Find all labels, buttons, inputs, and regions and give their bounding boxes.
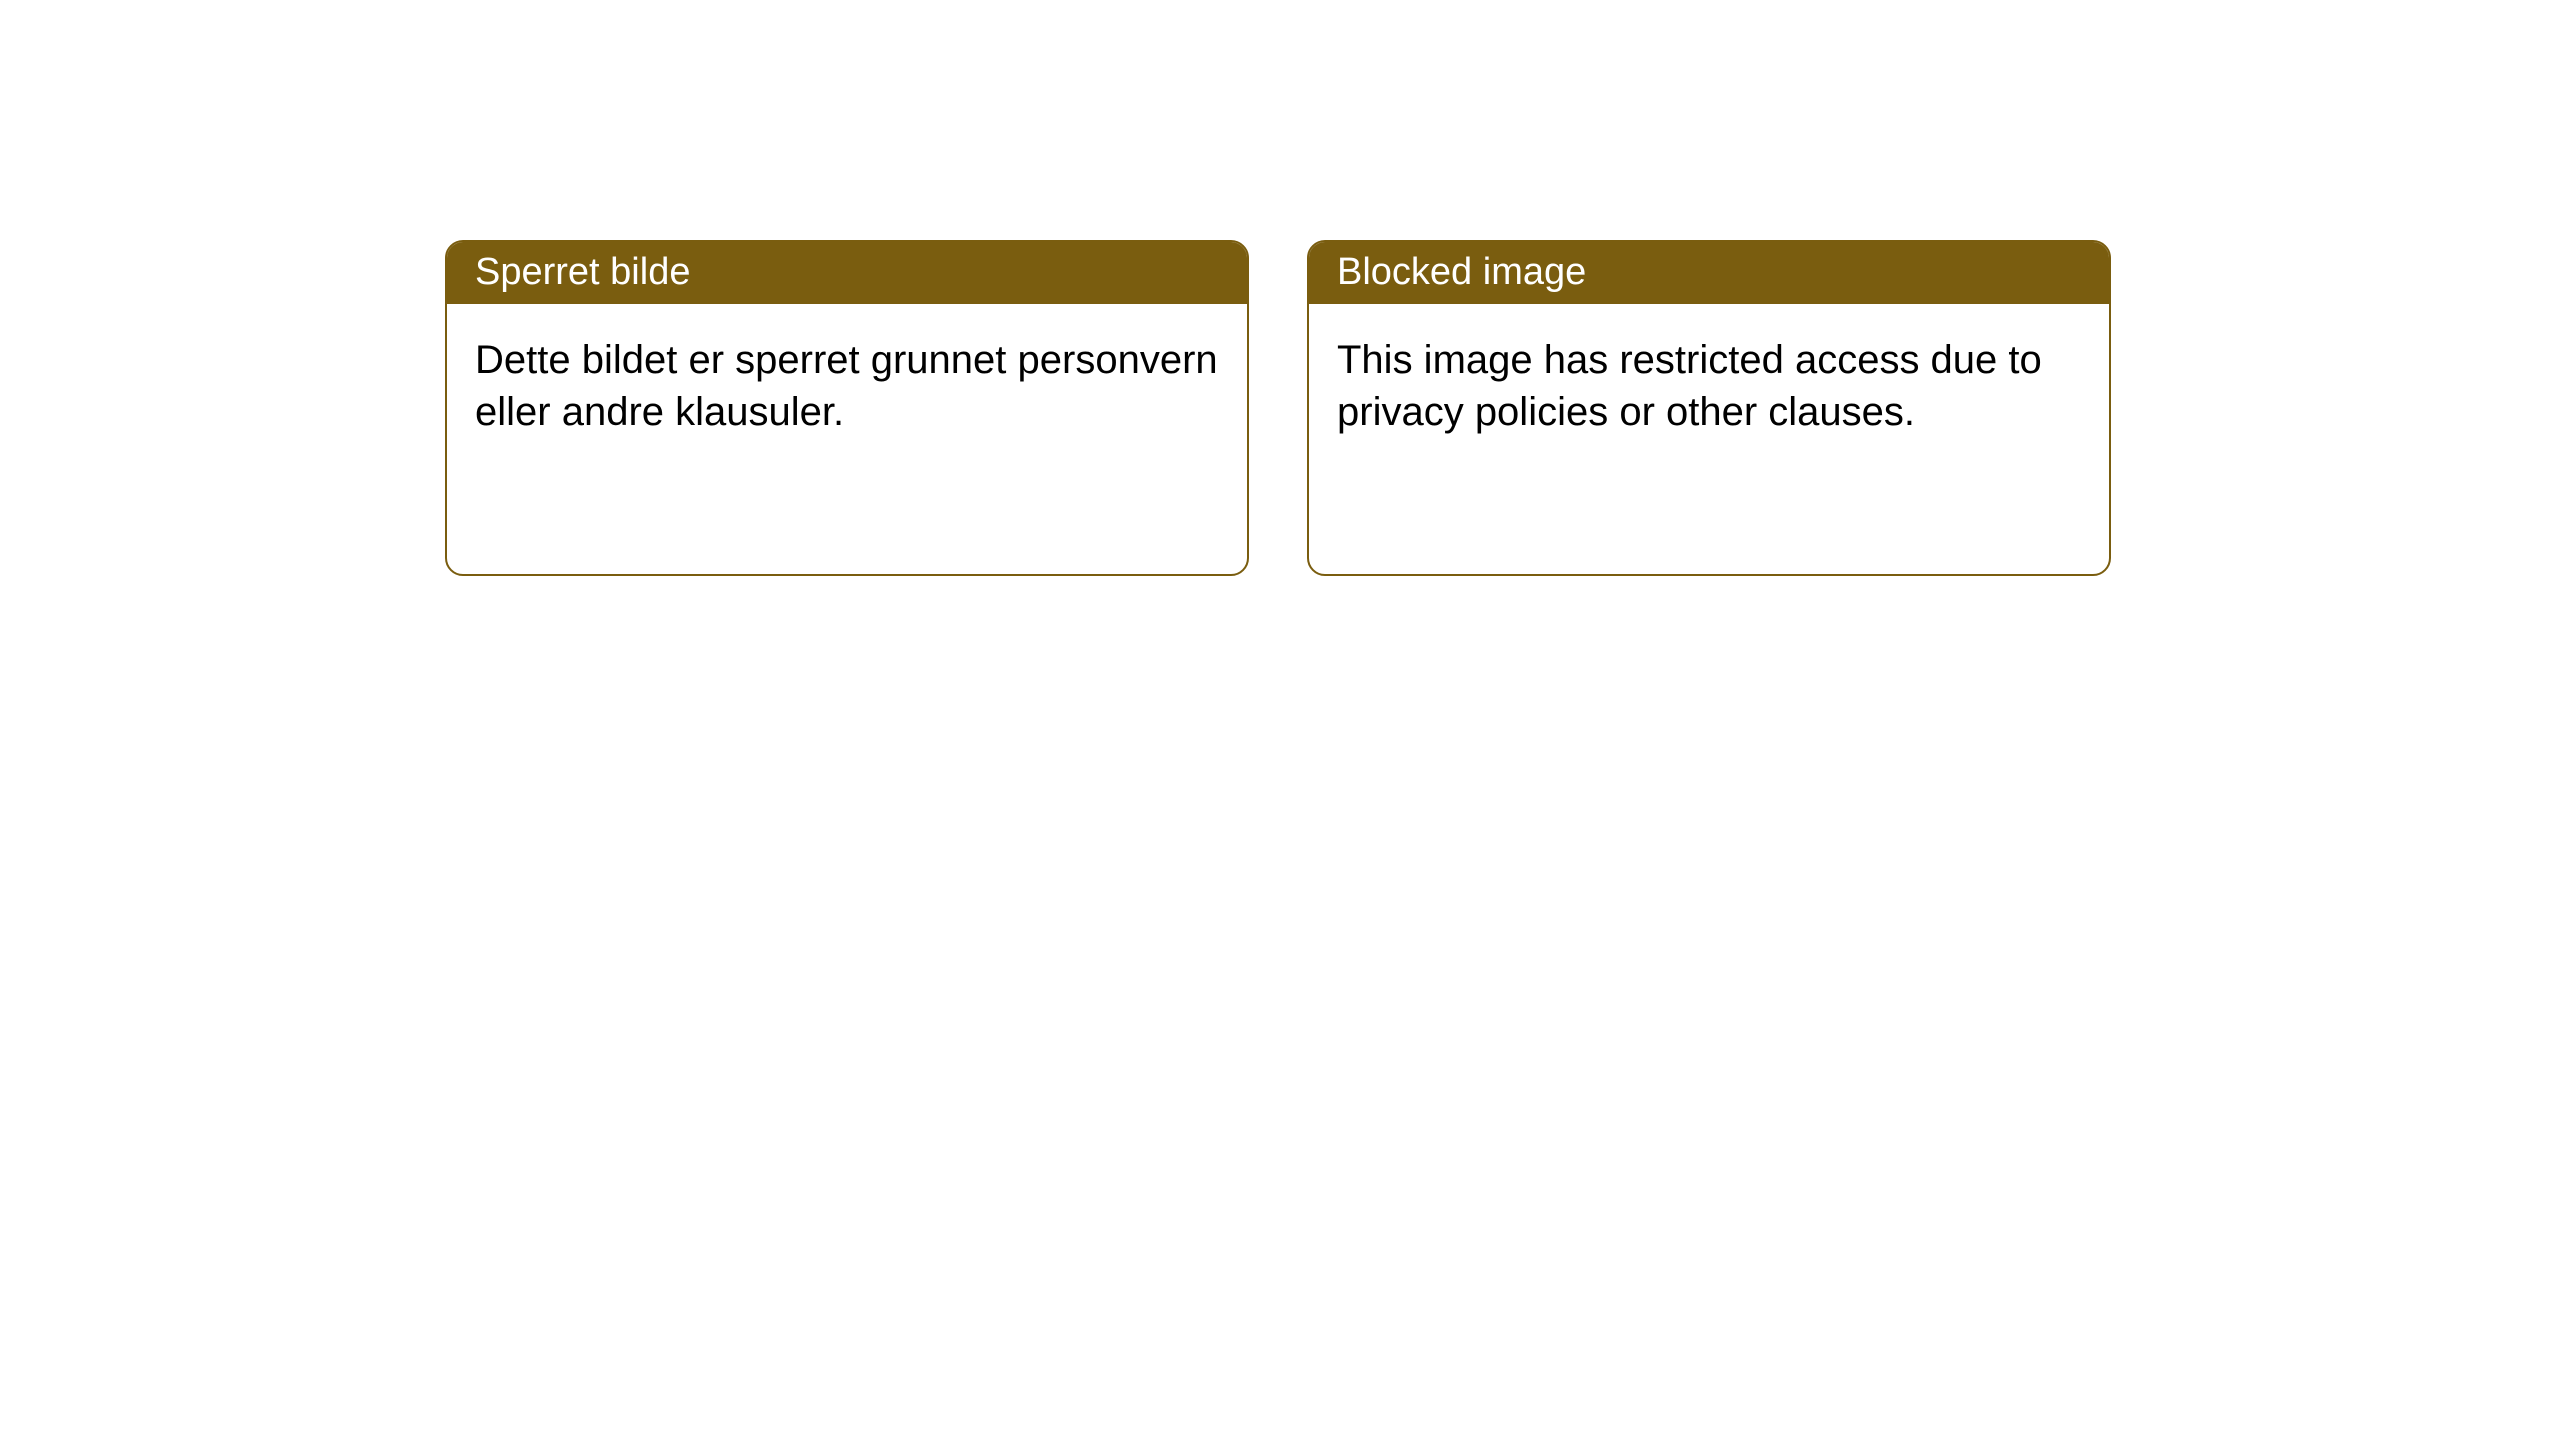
- notice-body-english: This image has restricted access due to …: [1309, 304, 2109, 468]
- notice-container: Sperret bilde Dette bildet er sperret gr…: [445, 240, 2111, 576]
- notice-card-english: Blocked image This image has restricted …: [1307, 240, 2111, 576]
- notice-header-norwegian: Sperret bilde: [447, 242, 1247, 304]
- notice-card-norwegian: Sperret bilde Dette bildet er sperret gr…: [445, 240, 1249, 576]
- notice-body-norwegian: Dette bildet er sperret grunnet personve…: [447, 304, 1247, 468]
- notice-header-english: Blocked image: [1309, 242, 2109, 304]
